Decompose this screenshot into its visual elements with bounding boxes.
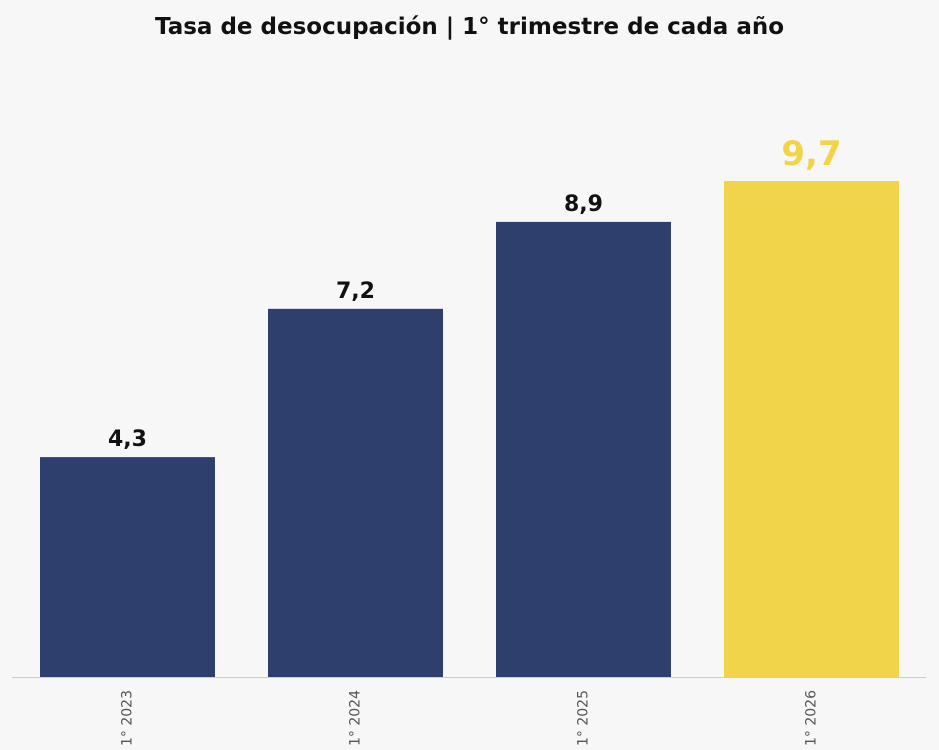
bar-value-label-1: 4,3 <box>108 427 147 452</box>
bar-value-label-4: 9,7 <box>781 134 841 174</box>
x-tick-label-3: 1° 2025 <box>576 690 592 746</box>
bar-2 <box>268 308 443 677</box>
x-tick-label-4: 1° 2026 <box>804 690 820 746</box>
chart-title: Tasa de desocupación | 1° trimestre de c… <box>154 14 785 40</box>
x-tick-label-2: 1° 2024 <box>348 690 364 746</box>
bar-4 <box>724 181 899 677</box>
bar-value-label-3: 8,9 <box>564 192 603 217</box>
bar-3 <box>496 221 671 677</box>
bar-1 <box>40 457 215 677</box>
x-tick-label-1: 1° 2023 <box>120 690 136 746</box>
bar-value-label-2: 7,2 <box>336 279 375 304</box>
